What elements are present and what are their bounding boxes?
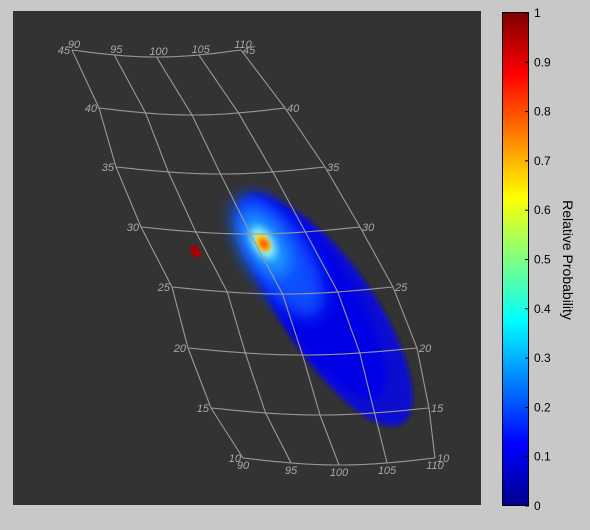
map-panel: 10 10 15 15 20 20 25 25 30 30 35 35 40 40 45 45 90 90 95 95… xyxy=(13,11,481,505)
peak-cell xyxy=(188,244,203,259)
colorbar-tick-label-1: 0.1 xyxy=(534,450,551,464)
meridian-90 xyxy=(71,49,244,459)
lat-label-east-45: 45 xyxy=(243,45,256,57)
lon-label-bottom-105: 105 xyxy=(378,465,397,477)
lat-label-west-45: 45 xyxy=(58,45,71,57)
colorbar-tick-label-10: 1 xyxy=(534,6,541,20)
meridian-110 xyxy=(240,49,436,459)
lat-label-east-30: 30 xyxy=(362,222,375,234)
lat-label-west-15: 15 xyxy=(197,403,210,415)
lat-label-west-10: 10 xyxy=(229,453,242,465)
colorbar-title: Relative Probability xyxy=(560,200,576,320)
lat-label-west-20: 20 xyxy=(173,343,187,355)
colorbar-tick-label-2: 0.2 xyxy=(534,400,551,414)
lon-label-bottom-90: 90 xyxy=(237,460,250,472)
lat-label-west-40: 40 xyxy=(85,103,98,115)
lon-label-bottom-110: 110 xyxy=(426,460,444,472)
lon-label-top-90: 90 xyxy=(68,39,81,51)
lon-label-bottom-95: 95 xyxy=(285,465,298,477)
lat-label-east-20: 20 xyxy=(418,343,432,355)
colorbar-tick-label-7: 0.7 xyxy=(534,154,551,168)
lon-label-top-110: 110 xyxy=(234,39,252,51)
lat-label-west-35: 35 xyxy=(102,162,115,174)
meridian-105 xyxy=(198,54,388,464)
lon-label-bottom-100: 100 xyxy=(330,467,349,479)
colorbar-tick-label-3: 0.3 xyxy=(534,351,551,365)
lat-label-west-25: 25 xyxy=(157,282,171,294)
lat-label-east-35: 35 xyxy=(327,162,340,174)
colorbar-tick-label-5: 0.5 xyxy=(534,253,551,267)
probability-heatmap xyxy=(188,193,413,427)
lat-label-east-10: 10 xyxy=(437,453,450,465)
lon-label-top-100: 100 xyxy=(149,46,168,58)
meridian-100 xyxy=(156,56,340,466)
lat-label-east-15: 15 xyxy=(431,403,444,415)
lat-label-east-25: 25 xyxy=(394,282,408,294)
lon-label-top-105: 105 xyxy=(192,44,211,56)
graticule xyxy=(71,49,436,466)
colorbar-tick-label-4: 0.4 xyxy=(534,302,551,316)
colorbar-tick-label-0: 0 xyxy=(534,499,541,513)
heat-core-orange xyxy=(259,238,269,250)
lat-label-west-30: 30 xyxy=(127,222,140,234)
meridian-95 xyxy=(113,54,292,464)
lat-label-east-40: 40 xyxy=(287,103,300,115)
colorbar-tick-label-9: 0.9 xyxy=(534,55,551,69)
lon-label-top-95: 95 xyxy=(110,44,123,56)
colorbar xyxy=(502,12,529,506)
colorbar-tick-label-6: 0.6 xyxy=(534,203,551,217)
colorbar-tick-label-8: 0.8 xyxy=(534,105,551,119)
